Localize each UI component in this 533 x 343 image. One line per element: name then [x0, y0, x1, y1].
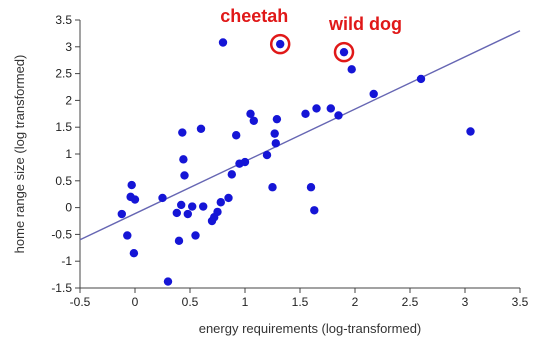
- data-point: [232, 131, 241, 140]
- data-point: [213, 207, 222, 217]
- x-tick-label: 2: [352, 295, 359, 309]
- x-tick-label: -0.5: [70, 295, 91, 309]
- data-point: [177, 200, 186, 210]
- data-point: [276, 39, 285, 49]
- x-tick-label: 3.5: [512, 295, 529, 309]
- data-point: [270, 129, 279, 138]
- data-point: [240, 157, 250, 167]
- y-tick-label: 3.5: [55, 13, 72, 27]
- data-point: [196, 124, 206, 134]
- data-point: [172, 208, 181, 218]
- data-point: [301, 109, 310, 119]
- data-point: [178, 128, 187, 137]
- data-point: [246, 109, 255, 119]
- data-point: [347, 65, 356, 74]
- data-point: [216, 198, 225, 207]
- y-tick-label: -1: [61, 254, 72, 268]
- x-tick-label: 3: [462, 295, 469, 309]
- data-point: [180, 171, 189, 180]
- data-point: [268, 183, 277, 192]
- data-point: [174, 236, 184, 246]
- data-point: [183, 209, 192, 219]
- data-point: [416, 74, 426, 84]
- data-point: [271, 139, 280, 148]
- y-tick-label: -0.5: [51, 227, 72, 241]
- highlight-ring: [333, 41, 355, 63]
- data-point: [306, 183, 316, 192]
- data-point: [218, 38, 228, 47]
- data-point: [262, 150, 272, 160]
- data-point: [227, 170, 236, 179]
- data-point: [179, 155, 188, 164]
- y-tick-label: 1.5: [55, 120, 72, 134]
- data-point: [272, 114, 282, 124]
- annotation-label: cheetah: [220, 6, 288, 26]
- axes: [79, 20, 520, 289]
- y-axis-title: home range size (log transformed): [12, 55, 27, 254]
- data-point: [123, 231, 132, 240]
- x-tick-label: 0.5: [182, 295, 199, 309]
- highlight-ring: [269, 33, 291, 55]
- x-ticks: -0.5 0 0.5 1 1.5 2 2.5 3 3.5: [70, 288, 529, 309]
- y-tick-label: 1: [65, 147, 72, 161]
- y-tick-label: 0.5: [55, 174, 72, 188]
- x-tick-label: 1.5: [292, 295, 309, 309]
- x-tick-label: 1: [242, 295, 249, 309]
- data-point: [117, 209, 127, 219]
- data-point: [127, 180, 136, 190]
- y-ticks: -1.5 -1 -0.5 0 0.5 1 1.5 2 2.5 3 3.5: [51, 13, 80, 295]
- data-point: [334, 111, 343, 120]
- annotation-label: wild dog: [328, 14, 402, 34]
- data-points: [117, 38, 475, 286]
- x-tick-label: 2.5: [402, 295, 419, 309]
- data-point: [188, 202, 197, 211]
- y-tick-label: -1.5: [51, 281, 72, 295]
- data-point: [326, 104, 335, 113]
- y-tick-label: 0: [65, 201, 72, 215]
- data-point: [158, 193, 167, 203]
- data-point: [369, 89, 378, 99]
- data-point: [312, 104, 321, 113]
- data-point: [199, 202, 208, 211]
- y-tick-label: 2.5: [55, 67, 72, 81]
- data-point: [339, 47, 349, 57]
- data-point: [163, 277, 173, 286]
- trend-line: [79, 30, 521, 241]
- data-point: [191, 231, 200, 240]
- data-point: [310, 206, 319, 215]
- data-point: [466, 127, 475, 136]
- data-point: [224, 193, 233, 203]
- y-tick-label: 2: [65, 93, 72, 107]
- x-tick-label: 0: [132, 295, 139, 309]
- annotations: cheetah wild dog: [220, 6, 402, 63]
- x-axis-title: energy requirements (log-transformed): [199, 321, 422, 336]
- data-point: [130, 195, 140, 204]
- data-point: [249, 116, 258, 125]
- y-tick-label: 3: [65, 40, 72, 54]
- data-point: [129, 248, 139, 258]
